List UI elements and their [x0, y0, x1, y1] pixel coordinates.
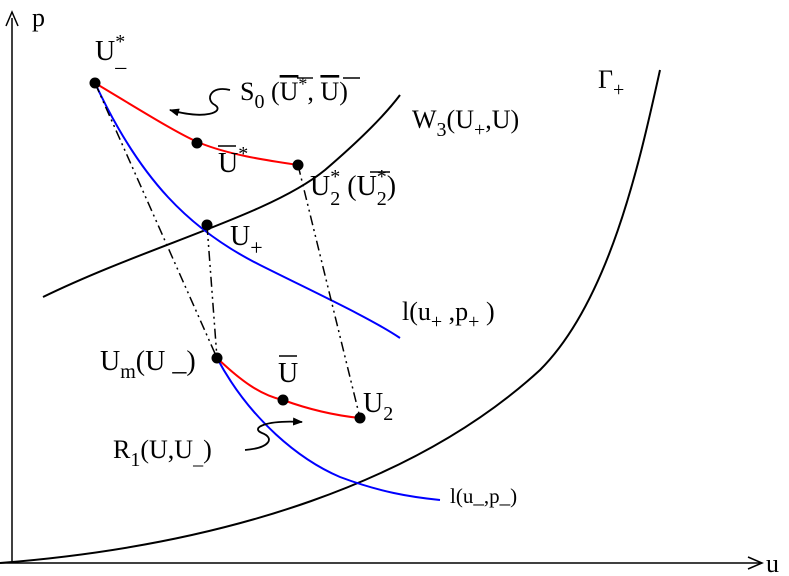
connector-ustar-um [94, 82, 218, 359]
gamma-plus-curve [0, 69, 661, 564]
label-u2-star: U* 2 (U* 2) [310, 166, 396, 210]
l-plus-label: l(u+ ,p+ ) [402, 297, 495, 333]
point-u-plus [201, 219, 213, 231]
s0-label: S0 (U*, U) [240, 74, 348, 113]
gamma-plus-label: Γ+ [598, 65, 624, 101]
point-u-bar [277, 394, 289, 406]
point-u-m [211, 352, 223, 364]
l-minus-label: l(u_,p_) [450, 484, 517, 508]
r1-label: R1(U,U_) [113, 435, 212, 471]
point-u-bar-star [191, 137, 203, 149]
s0-pointer-arrow [169, 88, 231, 117]
label-u-plus: U+ [230, 221, 263, 260]
x-axis-arrow [747, 556, 764, 570]
connector-u2star-u2 [297, 164, 361, 419]
w3-label: W3(U+,U) [412, 105, 519, 141]
y-axis-label: p [32, 3, 45, 32]
point-u2 [354, 412, 366, 424]
label-u-m: Um(U _) [100, 346, 196, 383]
label-u-bar: U [278, 358, 298, 389]
r1-pointer-arrow [244, 417, 303, 451]
label-u-bar-star: U* [218, 143, 248, 179]
y-axis-arrow [5, 10, 19, 27]
point-u2-star [292, 159, 304, 171]
l-plus-curve [94, 82, 401, 339]
x-axis-label: u [766, 549, 779, 576]
label-u-minus-star: U* _ [95, 31, 127, 71]
point-u-minus-star [89, 77, 101, 89]
connector-uplus-um [206, 224, 218, 359]
l-minus-curve [216, 357, 441, 501]
label-u2: U2 [363, 388, 393, 425]
w3-curve [42, 94, 401, 298]
